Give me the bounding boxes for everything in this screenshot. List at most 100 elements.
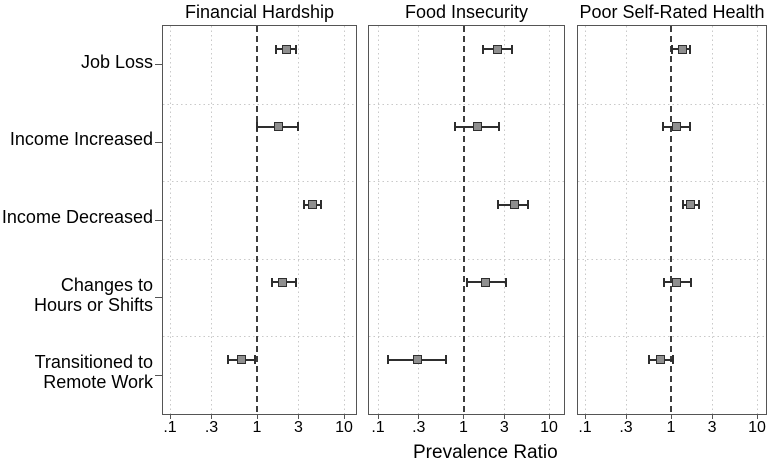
reference-line bbox=[462, 26, 465, 414]
x-tick bbox=[463, 414, 464, 419]
point-marker bbox=[493, 44, 503, 54]
v-gridline bbox=[503, 26, 505, 414]
x-tick-label: 1 bbox=[459, 419, 468, 436]
point-marker bbox=[686, 200, 696, 209]
point-marker bbox=[308, 200, 318, 209]
h-gridline bbox=[369, 258, 564, 260]
category-label: Income Decreased bbox=[1, 207, 153, 227]
point-marker bbox=[509, 200, 519, 209]
reference-line bbox=[256, 26, 258, 414]
v-gridline bbox=[211, 26, 212, 414]
panel-financial-hardship: Financial Hardship .1 .3 1 3 10 bbox=[155, 2, 357, 436]
ci-cap-high bbox=[671, 355, 674, 365]
category-label: Changes to Hours or Shifts bbox=[33, 274, 153, 315]
x-tick-label: 1 bbox=[252, 419, 262, 436]
point-marker bbox=[672, 277, 682, 287]
ci-cap-low bbox=[466, 277, 469, 287]
x-tick bbox=[377, 414, 379, 419]
reference-line bbox=[670, 26, 672, 414]
x-tick-label: .3 bbox=[412, 419, 426, 436]
ci-cap-high bbox=[497, 122, 500, 132]
ci-cap-high bbox=[320, 200, 323, 209]
x-tick-label: 10 bbox=[540, 419, 558, 436]
point-marker bbox=[277, 277, 287, 287]
point-marker bbox=[655, 355, 665, 365]
h-gridline bbox=[369, 336, 564, 338]
v-gridline bbox=[625, 26, 627, 414]
x-tick bbox=[548, 414, 550, 419]
v-gridline bbox=[711, 26, 713, 414]
h-gridline bbox=[578, 103, 766, 105]
point-marker bbox=[671, 122, 681, 132]
x-tick bbox=[711, 414, 713, 419]
x-tick bbox=[343, 414, 345, 419]
v-gridline bbox=[298, 26, 299, 414]
category-label: Transitioned to Remote Work bbox=[34, 352, 153, 393]
panel-title: Poor Self-Rated Health bbox=[579, 2, 765, 22]
v-gridline bbox=[418, 26, 420, 414]
x-tick-label: .1 bbox=[163, 419, 177, 436]
x-tick-label: 10 bbox=[335, 419, 353, 436]
ci-cap-high bbox=[444, 355, 447, 365]
x-tick bbox=[211, 414, 212, 419]
ci-cap-high bbox=[294, 277, 297, 287]
h-gridline bbox=[369, 103, 564, 105]
ci-cap-low bbox=[256, 122, 258, 132]
x-tick-label: .1 bbox=[578, 419, 592, 436]
v-gridline bbox=[584, 26, 586, 414]
x-tick-label: .3 bbox=[619, 419, 633, 436]
point-marker bbox=[480, 277, 490, 287]
h-gridline bbox=[163, 103, 356, 105]
ci-cap-high bbox=[688, 44, 691, 54]
h-gridline bbox=[163, 336, 356, 338]
y-tick bbox=[155, 297, 162, 299]
ci-cap-low bbox=[682, 200, 685, 209]
panel-poor-self-rated-health: Poor Self-Rated Health .1 .3 1 3 10 bbox=[577, 2, 767, 436]
h-gridline bbox=[578, 181, 766, 183]
x-tick-label: .1 bbox=[371, 419, 385, 436]
h-gridline bbox=[369, 181, 564, 183]
category-label: Job Loss bbox=[80, 51, 153, 72]
ci-cap-high bbox=[294, 44, 297, 54]
ci-cap-low bbox=[271, 277, 274, 287]
ci-cap-high bbox=[504, 277, 507, 287]
y-tick bbox=[155, 374, 162, 376]
x-tick-label: 3 bbox=[707, 419, 717, 436]
x-tick bbox=[670, 414, 672, 419]
category-label: Income Increased bbox=[9, 129, 153, 150]
x-tick-label: 10 bbox=[748, 419, 766, 436]
x-tick-label: 3 bbox=[294, 419, 303, 436]
ci-cap-high bbox=[689, 277, 692, 287]
ci-cap-low bbox=[647, 355, 650, 365]
ci-cap-high bbox=[527, 200, 530, 209]
y-tick bbox=[155, 141, 162, 143]
point-marker bbox=[677, 44, 687, 54]
ci-cap-high bbox=[697, 200, 700, 209]
v-gridline bbox=[756, 26, 758, 414]
x-tick bbox=[418, 414, 420, 419]
ci-cap-low bbox=[454, 122, 457, 132]
ci-cap-high bbox=[511, 44, 514, 54]
panel-food-insecurity: Food Insecurity .1 .3 1 3 10 bbox=[368, 2, 565, 436]
h-gridline bbox=[578, 336, 766, 338]
x-tick bbox=[298, 414, 299, 419]
point-marker bbox=[273, 122, 283, 132]
point-marker bbox=[472, 122, 482, 132]
ci-cap-low bbox=[226, 355, 229, 365]
point-marker bbox=[237, 355, 247, 365]
x-tick bbox=[584, 414, 586, 419]
ci-cap-low bbox=[274, 44, 277, 54]
ci-cap-low bbox=[302, 200, 305, 209]
panel-title: Food Insecurity bbox=[404, 2, 529, 22]
x-tick-label: 1 bbox=[666, 419, 676, 436]
ci-cap-high bbox=[296, 122, 299, 132]
y-tick bbox=[155, 64, 162, 66]
ci-cap-low bbox=[482, 44, 485, 54]
point-marker bbox=[413, 355, 423, 365]
ci-cap-low bbox=[663, 277, 666, 287]
x-tick bbox=[503, 414, 505, 419]
v-gridline bbox=[343, 26, 345, 414]
ci-cap-low bbox=[662, 122, 665, 132]
x-tick bbox=[756, 414, 758, 419]
